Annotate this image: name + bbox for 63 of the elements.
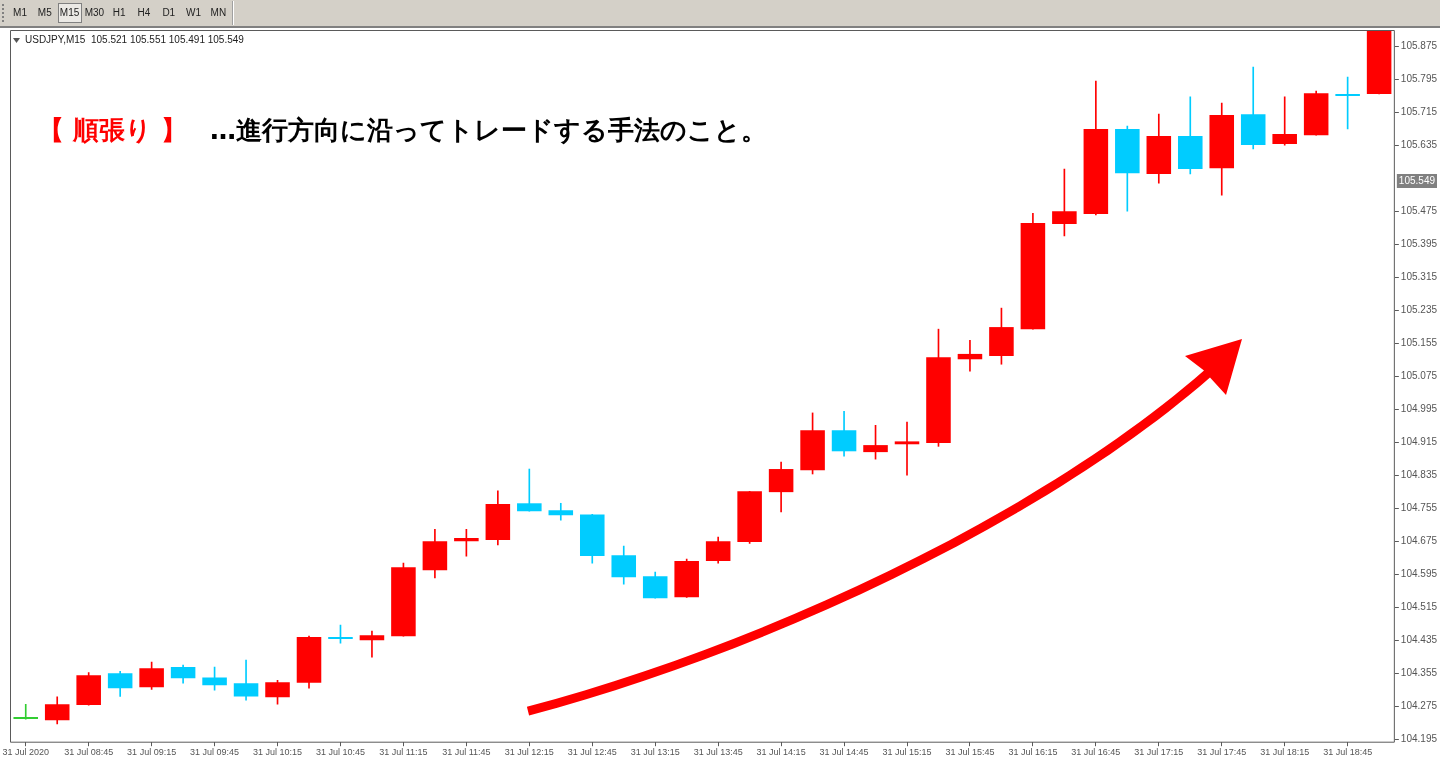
text: …進行方向に沿ってトレードする手法のこと。: [210, 114, 767, 147]
y-tick-label: 104.835: [1400, 469, 1438, 481]
y-tick-label: 105.235: [1400, 304, 1438, 316]
y-tick-label: 105.715: [1400, 106, 1438, 118]
x-tick-label: 31 Jul 17:45: [1197, 747, 1247, 758]
annotation: USDJPY,M15 105.521 105.551 105.491 105.549: [25, 34, 244, 46]
y-tick-label: 105.875: [1400, 40, 1438, 52]
candlestick: [894, 421, 920, 476]
y-tick-label: 104.435: [1400, 634, 1438, 646]
y-tick-label: 105.635: [1400, 139, 1438, 151]
y-tick-label: 105.155: [1400, 337, 1438, 349]
x-tick-label: 31 Jul 09:45: [190, 747, 240, 758]
y-tick-label: 105.475: [1400, 205, 1438, 217]
x-tick-label: 31 Jul 18:15: [1260, 747, 1310, 758]
annotation: 105.549: [1398, 175, 1436, 187]
candlestick: [517, 468, 542, 512]
text: M5: [36, 6, 53, 20]
candlestick: [548, 502, 574, 521]
y-tick-label: 105.795: [1400, 73, 1438, 85]
text: MN: [209, 6, 228, 20]
candlestick: [957, 339, 983, 372]
x-tick-label: 31 Jul 08:45: [64, 747, 114, 758]
candlestick: [359, 630, 385, 658]
x-tick-label: 31 Jul 15:45: [945, 747, 995, 758]
y-tick-label: 104.675: [1400, 535, 1438, 547]
x-tick-label: 31 Jul 13:45: [693, 747, 743, 758]
y-tick-label: 105.075: [1400, 370, 1438, 382]
x-tick-label: 31 Jul 15:15: [882, 747, 932, 758]
x-tick-label: 31 Jul 12:15: [504, 747, 554, 758]
y-tick-label: 104.915: [1400, 436, 1438, 448]
text: M30: [83, 6, 106, 20]
y-tick-label: 105.395: [1400, 238, 1438, 250]
x-tick-label: 31 Jul 10:45: [315, 747, 365, 758]
x-tick-label: 31 Jul 10:15: [253, 747, 303, 758]
x-tick-label: 31 Jul 16:45: [1071, 747, 1121, 758]
x-tick-label: 31 Jul 11:15: [379, 747, 428, 758]
candlestick: [13, 703, 39, 720]
text: D1: [161, 6, 177, 20]
y-tick-label: 105.315: [1400, 271, 1438, 283]
x-tick-label: 31 Jul 14:15: [756, 747, 806, 758]
y-tick-label: 104.995: [1400, 403, 1438, 415]
y-tick-label: 104.755: [1400, 502, 1438, 514]
y-tick-label: 104.515: [1400, 601, 1438, 613]
y-tick-label: 104.595: [1400, 568, 1438, 580]
x-tick-label: 31 Jul 2020: [2, 747, 50, 758]
text: 【 順張り 】: [38, 114, 188, 147]
text: H4: [136, 6, 152, 20]
text: M1: [12, 6, 28, 20]
x-tick-label: 31 Jul 12:45: [567, 747, 617, 758]
x-tick-label: 31 Jul 17:15: [1134, 747, 1184, 758]
x-tick-label: 31 Jul 14:45: [819, 747, 869, 758]
x-tick-label: 31 Jul 11:45: [442, 747, 491, 758]
text: W1: [185, 6, 203, 20]
y-tick-label: 104.355: [1400, 667, 1438, 679]
text: H1: [111, 6, 127, 20]
candlestick: [1272, 96, 1297, 146]
text: M15: [57, 3, 82, 23]
y-tick-label: 104.195: [1400, 733, 1438, 745]
x-tick-label: 31 Jul 18:45: [1323, 747, 1373, 758]
x-tick-label: 31 Jul 09:15: [127, 747, 177, 758]
x-tick-label: 31 Jul 13:15: [630, 747, 680, 758]
x-tick-label: 31 Jul 16:15: [1008, 747, 1058, 758]
y-tick-label: 104.275: [1400, 700, 1438, 712]
